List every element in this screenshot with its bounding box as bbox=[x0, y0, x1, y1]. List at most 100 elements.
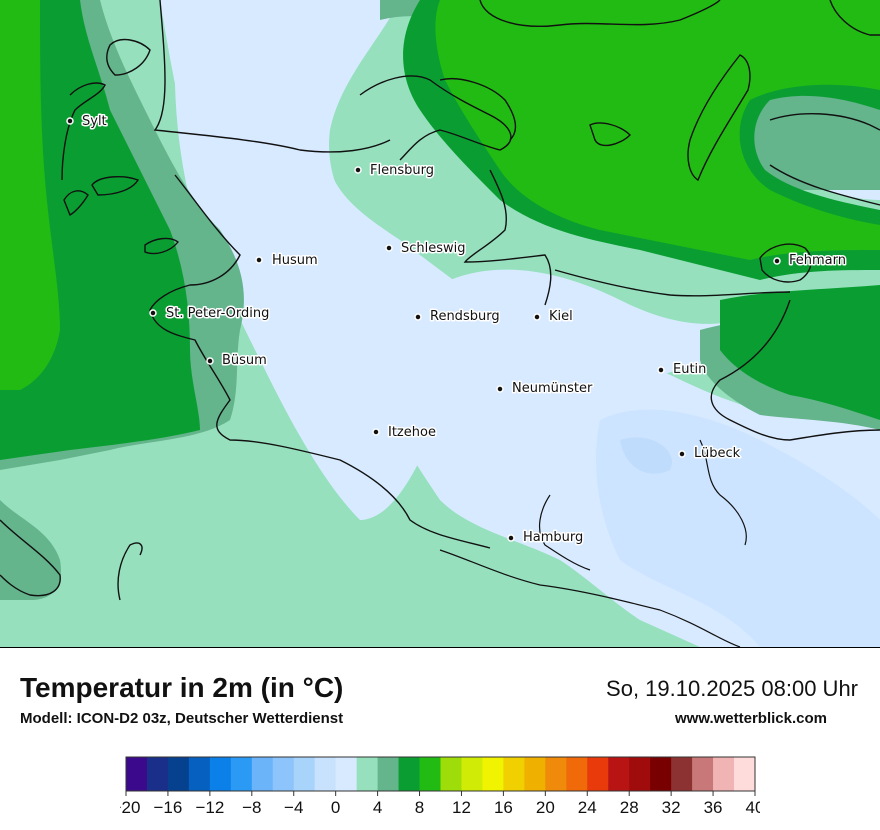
city-husum: Husum bbox=[255, 252, 319, 270]
city-fehmarn: Fehmarn bbox=[773, 252, 848, 270]
legend-swatch bbox=[419, 757, 441, 791]
legend-swatch bbox=[251, 757, 274, 791]
legend-swatch bbox=[566, 757, 588, 791]
city-busum: Büsum bbox=[206, 352, 268, 370]
city-marker bbox=[678, 450, 686, 458]
city-label: Neumünster bbox=[512, 381, 593, 396]
legend-tick-label: 0 bbox=[331, 798, 340, 817]
legend-swatch bbox=[356, 757, 379, 791]
legend-swatch bbox=[524, 757, 546, 791]
city-marker bbox=[773, 257, 781, 265]
legend-swatch bbox=[314, 757, 337, 791]
city-itzehoe: Itzehoe bbox=[372, 424, 437, 442]
bright-green-zone-north bbox=[435, 0, 880, 260]
city-flensburg: Flensburg bbox=[354, 162, 435, 180]
city-label: St. Peter-Ording bbox=[166, 306, 269, 321]
legend-swatch bbox=[126, 757, 148, 791]
legend-tick-label: −20 bbox=[120, 798, 140, 817]
legend-tick-label: −4 bbox=[284, 798, 303, 817]
city-rendsburg: Rendsburg bbox=[414, 308, 501, 326]
city-label: Husum bbox=[272, 253, 318, 268]
legend-swatch bbox=[440, 757, 462, 791]
legend-tick-label: 24 bbox=[578, 798, 597, 817]
danish-coast-north bbox=[479, 0, 721, 27]
city-lubeck: Lübeck bbox=[678, 445, 742, 463]
legend-swatch bbox=[209, 757, 232, 791]
city-marker bbox=[533, 313, 541, 321]
legend-tick-label: 28 bbox=[620, 798, 639, 817]
city-label: Itzehoe bbox=[388, 425, 436, 440]
legend-swatch bbox=[398, 757, 421, 791]
sylt-coast bbox=[61, 82, 106, 181]
legend-tick-label: 4 bbox=[373, 798, 382, 817]
city-marker bbox=[354, 166, 362, 174]
island-coast bbox=[589, 122, 631, 147]
city-marker bbox=[149, 309, 157, 317]
danish-coast-north bbox=[829, 0, 880, 36]
legend-swatch bbox=[146, 757, 169, 791]
legend-tick-label: 8 bbox=[415, 798, 424, 817]
city-schleswig: Schleswig bbox=[385, 240, 467, 258]
city-eutin: Eutin bbox=[657, 361, 708, 379]
fehmarn-coast bbox=[759, 243, 812, 283]
model-info: Modell: ICON-D2 03z, Deutscher Wetterdie… bbox=[20, 710, 344, 727]
land-cool-inner bbox=[443, 269, 760, 430]
city-marker bbox=[66, 117, 74, 125]
legend-swatch bbox=[671, 757, 693, 791]
city-hamburg: Hamburg bbox=[507, 529, 585, 547]
island-coast bbox=[63, 190, 89, 217]
legend-swatch bbox=[734, 757, 756, 791]
danish-coast bbox=[769, 113, 880, 131]
city-label: Lübeck bbox=[694, 446, 741, 461]
website-link[interactable]: www.wetterblick.com bbox=[675, 710, 827, 727]
kiel-bay-coast bbox=[554, 269, 791, 297]
legend-tick-label: −8 bbox=[242, 798, 261, 817]
east-coast bbox=[463, 169, 552, 306]
legend-swatch bbox=[545, 757, 567, 791]
map-title: Temperatur in 2m (in °C) bbox=[20, 672, 344, 703]
city-st-peter-ording: St. Peter-Ording bbox=[149, 305, 271, 323]
city-label: Sylt bbox=[82, 114, 107, 129]
legend-swatch bbox=[293, 757, 316, 791]
city-label: Flensburg bbox=[370, 163, 434, 178]
island-coast bbox=[144, 237, 179, 255]
city-label: Kiel bbox=[549, 309, 573, 324]
legend-swatch bbox=[629, 757, 651, 791]
flensburg-fjord bbox=[359, 75, 512, 161]
city-label: Hamburg bbox=[523, 530, 583, 545]
legend-swatch bbox=[608, 757, 630, 791]
legend-swatch bbox=[335, 757, 358, 791]
legend-swatch bbox=[377, 757, 400, 791]
legend-swatch bbox=[230, 757, 253, 791]
city-marker bbox=[496, 385, 504, 393]
city-label: Büsum bbox=[222, 353, 267, 368]
legend-swatch bbox=[461, 757, 483, 791]
forecast-datetime: So, 19.10.2025 08:00 Uhr bbox=[606, 676, 858, 701]
island-coast bbox=[106, 38, 151, 76]
mint-zone bbox=[0, 0, 700, 647]
legend-tick-label: 36 bbox=[704, 798, 723, 817]
land-cool-patch bbox=[620, 437, 672, 474]
danish-island-coast bbox=[687, 54, 751, 182]
legend-swatch bbox=[650, 757, 672, 791]
border-line bbox=[153, 0, 391, 153]
legend-tick-label: 20 bbox=[536, 798, 555, 817]
legend-swatch bbox=[503, 757, 525, 791]
legend-swatch bbox=[713, 757, 735, 791]
state-border bbox=[699, 439, 747, 546]
legend-tick-label: 40 bbox=[746, 798, 760, 817]
legend-swatch bbox=[482, 757, 504, 791]
legend-border bbox=[125, 756, 756, 792]
legend-tick-label: 16 bbox=[494, 798, 513, 817]
legend-bar: −20 −16 −12 −8 −4 0 4 8 12 16 20 24 28 32 36 40 bbox=[112, 756, 764, 817]
elbe-river bbox=[439, 549, 741, 647]
legend-tick-label: 32 bbox=[662, 798, 681, 817]
legend-tick-label: −16 bbox=[154, 798, 183, 817]
legend-swatch bbox=[272, 757, 295, 791]
city-marker bbox=[255, 256, 263, 264]
state-border bbox=[538, 494, 591, 571]
land-cool-inner bbox=[174, 0, 441, 520]
city-marker bbox=[414, 313, 422, 321]
legend-swatch bbox=[188, 757, 211, 791]
elbe-estuary bbox=[117, 542, 143, 601]
